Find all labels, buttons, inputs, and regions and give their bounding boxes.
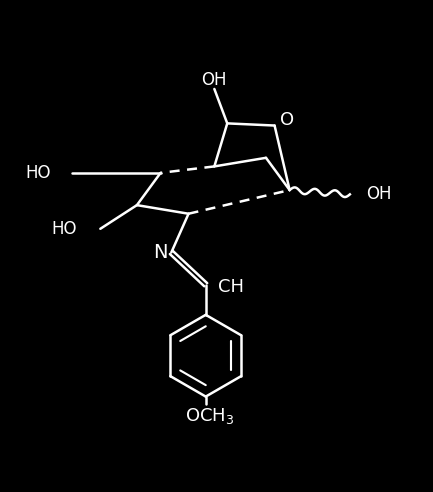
Text: OH: OH	[202, 70, 227, 89]
Text: N: N	[153, 243, 168, 262]
Text: HO: HO	[26, 164, 51, 182]
Text: O: O	[281, 111, 294, 129]
Text: HO: HO	[51, 220, 77, 238]
Text: OH: OH	[366, 185, 392, 203]
Text: OCH$_3$: OCH$_3$	[185, 406, 235, 426]
Text: CH: CH	[218, 278, 244, 296]
